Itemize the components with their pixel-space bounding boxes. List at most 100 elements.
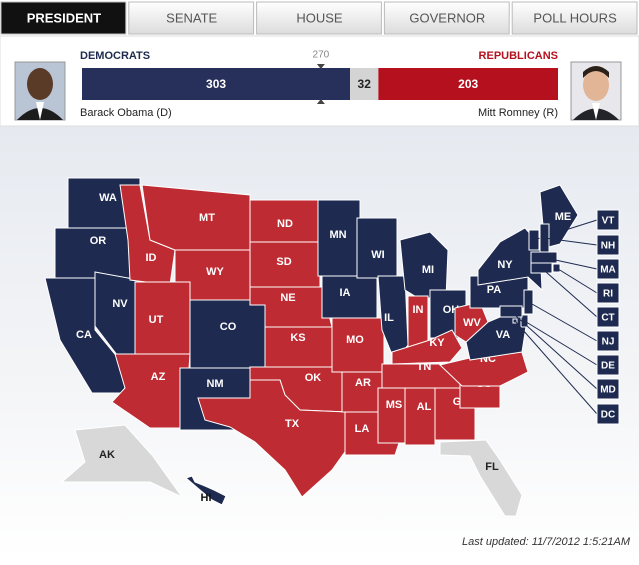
tab-label[interactable]: POLL HOURS	[533, 10, 617, 25]
state-label: CA	[76, 329, 92, 341]
state[interactable]	[331, 317, 385, 373]
state-label: NV	[112, 298, 128, 310]
state-box[interactable]	[596, 306, 620, 328]
tab[interactable]	[0, 1, 127, 35]
tally-segment	[350, 68, 379, 100]
state-label: ID	[146, 252, 157, 264]
state[interactable]	[356, 217, 398, 279]
state-label: NY	[497, 259, 513, 271]
state-label: CO	[220, 321, 237, 333]
last-updated: Last updated: 11/7/2012 1:5:21AM	[462, 536, 631, 548]
tally-segment	[82, 68, 351, 100]
leader-line	[556, 267, 598, 294]
state[interactable]	[439, 439, 523, 517]
state-label: NE	[280, 292, 295, 304]
state-label: SD	[276, 256, 291, 268]
state-label: TX	[285, 418, 300, 430]
state-label: WA	[99, 192, 117, 204]
tab-label[interactable]: SENATE	[166, 10, 217, 25]
state-label: NJ	[602, 337, 615, 348]
threshold-marker	[316, 64, 325, 69]
state-label: CT	[601, 313, 614, 324]
state-label: NH	[601, 241, 615, 252]
leader-line	[544, 237, 598, 246]
tally-bar: 303 32 203 270	[82, 50, 558, 104]
state-label: AZ	[151, 371, 166, 383]
state[interactable]	[189, 299, 266, 369]
state-label: UT	[149, 314, 164, 326]
state-label: VA	[496, 329, 511, 341]
state[interactable]	[60, 424, 184, 499]
tab-label[interactable]: GOVERNOR	[409, 10, 485, 25]
state-box[interactable]	[596, 258, 620, 280]
state-label: AL	[417, 401, 432, 413]
state[interactable]	[249, 199, 319, 243]
tally-value: 32	[358, 77, 372, 91]
state-label: KY	[429, 337, 445, 349]
state-label: ME	[555, 211, 572, 223]
state-label: DC	[601, 410, 615, 421]
threshold-marker	[316, 99, 325, 104]
state-box[interactable]	[596, 378, 620, 400]
state-label: MI	[422, 264, 434, 276]
tally-segment	[378, 68, 558, 100]
state-label: TN	[417, 361, 432, 373]
state[interactable]	[404, 387, 436, 446]
leader-line	[510, 311, 598, 390]
leader-line	[528, 301, 598, 342]
state[interactable]	[54, 227, 136, 279]
state[interactable]	[197, 379, 353, 498]
state-box[interactable]	[596, 209, 620, 231]
tab[interactable]	[128, 1, 255, 35]
state-box[interactable]	[596, 234, 620, 256]
candidate-name: Mitt Romney (R)	[478, 107, 558, 119]
candidate-name: Barack Obama (D)	[80, 107, 172, 119]
state[interactable]	[141, 184, 251, 251]
tab-label[interactable]: HOUSE	[296, 10, 343, 25]
candidate-photo	[570, 61, 622, 121]
state[interactable]	[377, 387, 406, 444]
state[interactable]	[321, 275, 378, 319]
state-label: MD	[600, 385, 616, 396]
tab-label[interactable]: PRESIDENT	[27, 10, 101, 25]
state[interactable]	[317, 199, 361, 277]
state-label: NM	[206, 378, 223, 390]
state[interactable]	[111, 353, 191, 429]
tab[interactable]	[383, 1, 510, 35]
state[interactable]	[185, 475, 227, 506]
state[interactable]	[341, 371, 385, 413]
tab-bar: PRESIDENT SENATE HOUSE GOVERNOR POLL HOURS	[0, 1, 638, 35]
tab[interactable]	[511, 1, 638, 35]
state-label: MA	[600, 265, 616, 276]
candidate-photo	[14, 61, 66, 121]
state-label: WV	[463, 317, 481, 329]
tab[interactable]	[256, 1, 382, 35]
left-label: DEMOCRATS	[80, 50, 150, 62]
tally-value: 203	[458, 77, 478, 91]
state[interactable]	[134, 281, 191, 355]
state-label: MS	[386, 399, 403, 411]
state-label: HI	[201, 492, 212, 504]
state-box[interactable]	[596, 403, 620, 425]
state-label: MN	[329, 229, 346, 241]
right-label: REPUBLICANS	[479, 50, 558, 62]
leader-line	[541, 267, 598, 318]
leader-line	[524, 320, 598, 366]
state-box[interactable]	[596, 330, 620, 352]
leader-line	[543, 257, 598, 270]
state-label: VT	[602, 216, 615, 227]
state[interactable]	[119, 184, 176, 286]
state-label: MT	[199, 212, 215, 224]
state-label: WY	[206, 266, 224, 278]
state-label: KS	[290, 332, 305, 344]
state-label: IA	[340, 287, 351, 299]
state-box[interactable]	[596, 282, 620, 304]
state-label: PA	[487, 284, 502, 296]
us-map: WA OR CA NV ID MT WY UT CO AZ NM ND SD NE KS OK TX MN IA MO…	[44, 177, 620, 517]
state-label: OR	[90, 235, 107, 247]
state-label: RI	[603, 289, 613, 300]
state-label: AK	[99, 449, 115, 461]
state-box[interactable]	[596, 354, 620, 376]
state-label: ND	[277, 218, 293, 230]
state-label: IN	[413, 304, 424, 316]
